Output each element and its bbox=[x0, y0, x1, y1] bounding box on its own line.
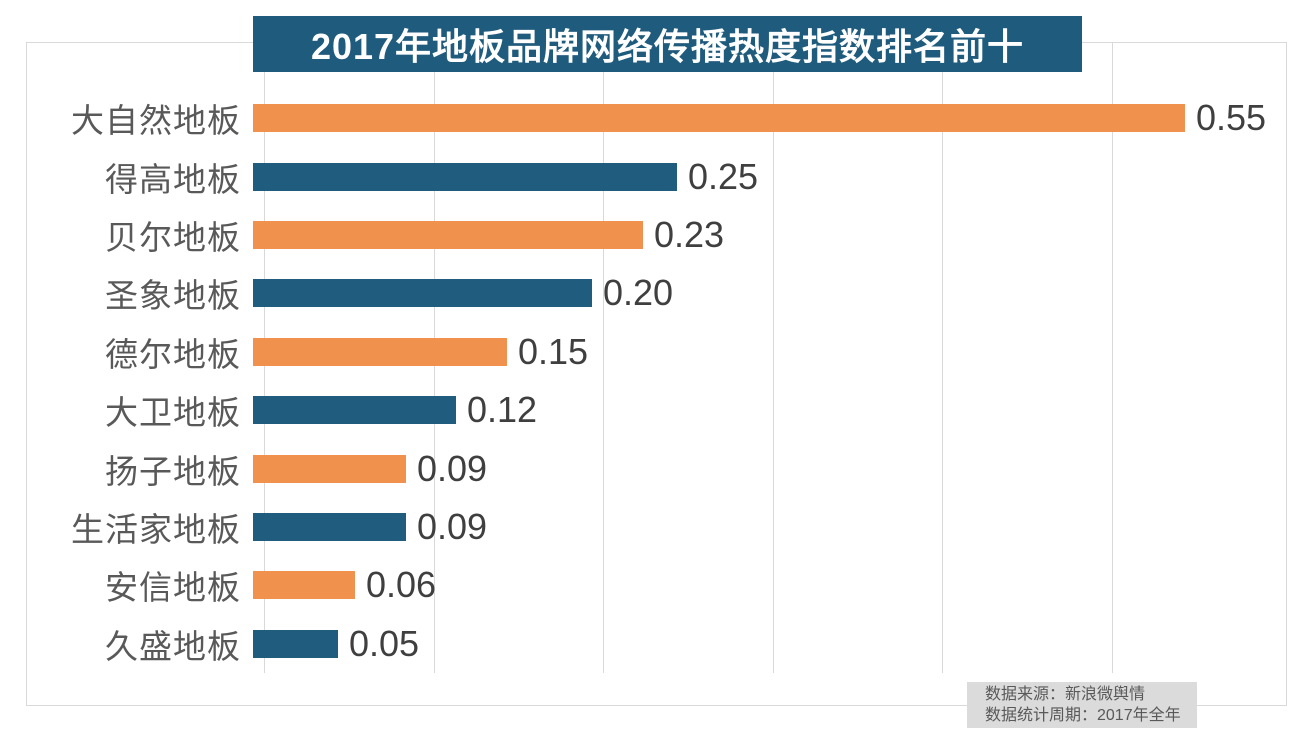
value-label: 0.05 bbox=[349, 622, 420, 664]
bar-row: 圣象地板 0.20 bbox=[0, 264, 1314, 322]
gridline bbox=[1112, 43, 1113, 673]
bar bbox=[253, 104, 1185, 133]
value-label: 0.55 bbox=[1196, 97, 1267, 139]
gridline bbox=[773, 43, 774, 673]
category-label: 久盛地板 bbox=[105, 627, 241, 665]
bar bbox=[253, 337, 507, 366]
bar-row: 得高地板 0.25 bbox=[0, 147, 1314, 205]
bar-row: 安信地板 0.06 bbox=[0, 556, 1314, 614]
value-label: 0.09 bbox=[417, 447, 488, 489]
gridline bbox=[942, 43, 943, 673]
value-label: 0.25 bbox=[688, 155, 759, 197]
bar bbox=[253, 396, 456, 425]
bars-layer: 大自然地板 0.55 得高地板 0.25 贝尔地板 0.23 圣象地板 0.20 德尔地板 0.1… bbox=[0, 89, 1314, 673]
data-period-line: 数据统计周期：2017年全年 bbox=[985, 707, 1181, 724]
value-label: 0.23 bbox=[654, 213, 725, 255]
category-label: 扬子地板 bbox=[105, 452, 241, 490]
chart-title-banner: 2017年地板品牌网络传播热度指数排名前十 bbox=[253, 16, 1082, 72]
value-label: 0.15 bbox=[518, 330, 589, 372]
bar-row: 贝尔地板 0.23 bbox=[0, 206, 1314, 264]
bar bbox=[253, 279, 592, 308]
value-label: 0.09 bbox=[417, 505, 488, 547]
bar-row: 生活家地板 0.09 bbox=[0, 498, 1314, 556]
category-label: 大自然地板 bbox=[71, 102, 241, 140]
bar bbox=[253, 220, 643, 249]
bar bbox=[253, 454, 406, 483]
value-label: 0.12 bbox=[467, 389, 538, 431]
bar bbox=[253, 162, 677, 191]
bar bbox=[253, 629, 338, 658]
data-source-line: 数据来源：新浪微舆情 bbox=[985, 686, 1146, 703]
chart-title: 2017年地板品牌网络传播热度指数排名前十 bbox=[310, 26, 1025, 67]
category-label: 圣象地板 bbox=[105, 277, 241, 315]
category-label: 生活家地板 bbox=[71, 510, 241, 548]
category-label: 德尔地板 bbox=[105, 335, 241, 373]
category-label: 大卫地板 bbox=[105, 394, 241, 432]
bar-row: 久盛地板 0.05 bbox=[0, 615, 1314, 673]
data-source-box: 数据来源：新浪微舆情 数据统计周期：2017年全年 bbox=[967, 682, 1197, 728]
category-label: 安信地板 bbox=[105, 569, 241, 607]
category-label: 得高地板 bbox=[105, 160, 241, 198]
bar-row: 大自然地板 0.55 bbox=[0, 89, 1314, 147]
bar bbox=[253, 571, 355, 600]
category-label: 贝尔地板 bbox=[105, 218, 241, 256]
value-label: 0.20 bbox=[603, 272, 674, 314]
value-label: 0.06 bbox=[366, 564, 437, 606]
gridline bbox=[603, 43, 604, 673]
bar-row: 德尔地板 0.15 bbox=[0, 323, 1314, 381]
bar-row: 扬子地板 0.09 bbox=[0, 439, 1314, 497]
bar bbox=[253, 512, 406, 541]
bar-row: 大卫地板 0.12 bbox=[0, 381, 1314, 439]
